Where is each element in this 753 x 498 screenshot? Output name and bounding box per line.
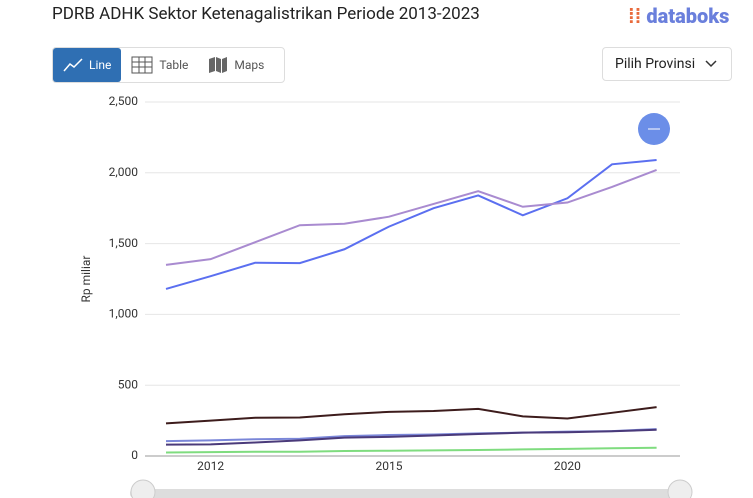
series-line — [165, 169, 657, 266]
logo[interactable]: ⁞⁞ databoks — [628, 4, 730, 28]
view-tabs: Line Table Maps — [52, 47, 285, 83]
x-tick-label: 2020 — [554, 459, 581, 473]
series-line — [165, 159, 657, 290]
series-line — [165, 406, 657, 425]
y-tick-label: 1,500 — [109, 236, 139, 250]
series-line — [165, 428, 657, 443]
dropdown-label: Pilih Provinsi — [615, 56, 696, 72]
icon — [63, 58, 83, 72]
y-tick-label: 2,000 — [109, 165, 139, 179]
y-tick-label: 500 — [118, 377, 138, 391]
y-axis-label: Rp miliar — [79, 256, 93, 303]
logo-text: databoks — [646, 4, 730, 28]
tab-label: Table — [159, 58, 189, 72]
zoom-button[interactable] — [638, 113, 670, 145]
icon — [209, 57, 228, 73]
x-tick-label: 2012 — [197, 459, 224, 473]
chevron — [705, 60, 717, 68]
x-tick-label: 2015 — [376, 459, 403, 473]
tab-label: Line — [89, 58, 112, 72]
province-dropdown[interactable]: Pilih Provinsi — [602, 47, 732, 81]
scroll-handle[interactable] — [130, 479, 156, 498]
y-tick-label: 0 — [131, 448, 138, 462]
icon — [131, 56, 153, 74]
series-line — [165, 428, 657, 446]
scrollbar[interactable] — [130, 489, 690, 498]
series-line — [165, 446, 657, 454]
y-tick-label: 2,500 — [109, 94, 139, 108]
title: PDRB ADHK Sektor Ketenagalistrikan Perio… — [52, 4, 480, 24]
tab-line[interactable]: Line — [53, 48, 122, 82]
scroll-handle[interactable] — [667, 479, 693, 498]
tab-label: Maps — [234, 58, 265, 72]
tab-table[interactable]: Table — [121, 48, 198, 82]
tab-maps[interactable]: Maps — [198, 48, 274, 82]
y-tick-label: 1,000 — [109, 307, 139, 321]
